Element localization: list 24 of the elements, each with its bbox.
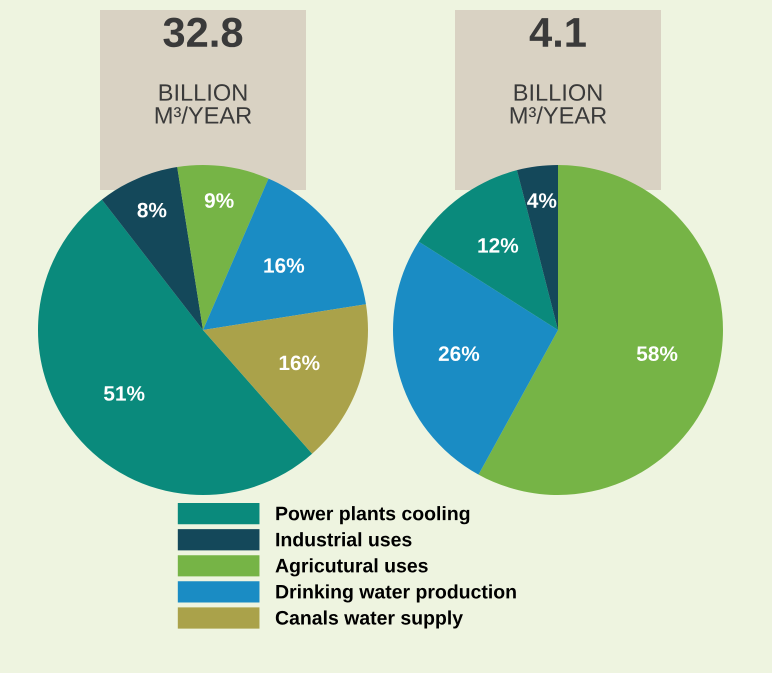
chart-title: 4.1 (530, 18, 586, 47)
data-label: 9% (204, 193, 234, 208)
pie-slice (516, 165, 558, 330)
data-label: 8% (137, 202, 166, 218)
chart-subtitle: BILLION M³/YEAR (156, 84, 252, 124)
data-label: 4% (527, 193, 556, 208)
data-label: 58% (636, 346, 678, 362)
data-label: 26% (438, 346, 480, 362)
legend-label: Canals water supply (276, 610, 463, 629)
data-label: 16% (264, 258, 304, 273)
pie-slice (418, 170, 558, 330)
legend-label: Drinking water production (276, 584, 516, 603)
pie-slice (102, 167, 203, 330)
pie-slice (478, 165, 723, 495)
pie-slice (203, 178, 366, 330)
data-label: 51% (104, 386, 144, 401)
legend-label: Agricutural uses (276, 558, 428, 576)
legend-label: Industrial uses (276, 532, 412, 546)
data-label: 12% (478, 238, 518, 253)
legend-label: Power plants cooling (276, 506, 470, 524)
chart-subtitle: BILLION M³/YEAR (510, 84, 606, 124)
pie-slice (203, 304, 368, 454)
data-label: 16% (280, 355, 320, 370)
chart-title: 32.8 (163, 18, 242, 48)
